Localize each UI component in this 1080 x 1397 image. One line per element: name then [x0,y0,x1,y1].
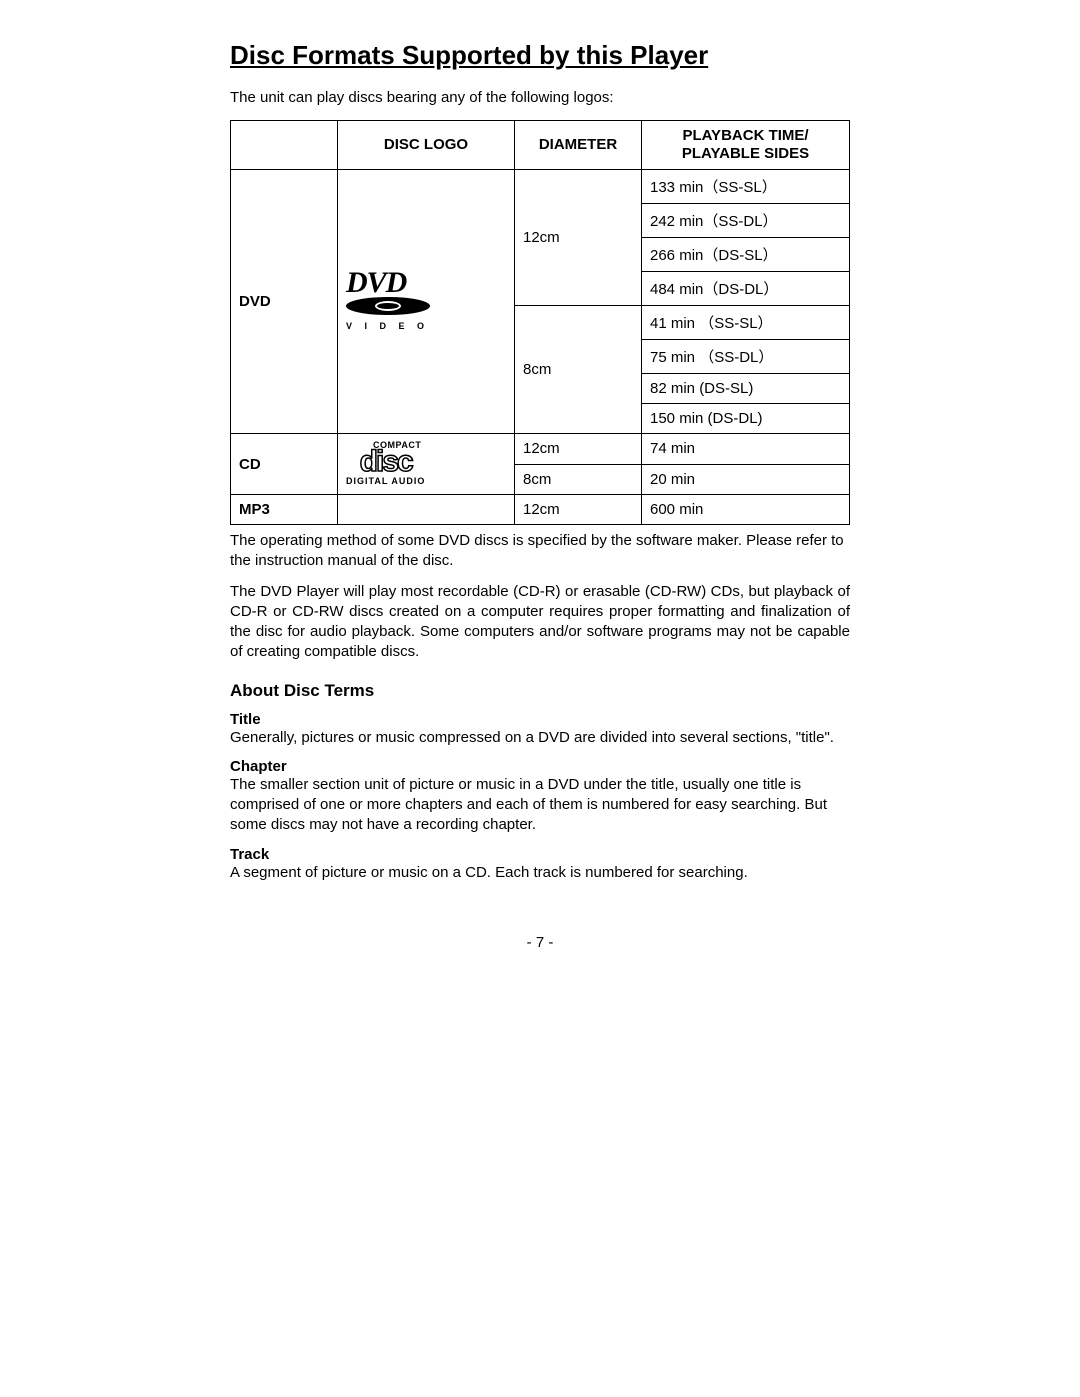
dvd-12cm-row-2: 266 min（DS-SL） [642,238,850,272]
cd-row-0-diameter: 12cm [515,434,642,465]
table-header-row: DISC LOGO DIAMETER PLAYBACK TIME/ PLAYAB… [231,121,850,170]
table-row: CD COMPACT disc DIGITAL AUDIO 12cm 74 mi… [231,434,850,465]
dvd-12cm-diameter: 12cm [515,170,642,306]
header-logo: DISC LOGO [338,121,515,170]
dvd-8cm-diameter: 8cm [515,306,642,434]
body-paragraphs: The operating method of some DVD discs i… [230,531,850,663]
page: Disc Formats Supported by this Player Th… [0,0,1080,1397]
cd-logo-bot: DIGITAL AUDIO [346,476,425,486]
term-chapter-text: The smaller section unit of picture or m… [230,775,850,836]
page-title: Disc Formats Supported by this Player [230,40,850,71]
term-title-label: Title [230,711,850,728]
cd-logo-cell: COMPACT disc DIGITAL AUDIO [338,434,515,495]
dvd-12cm-row-0: 133 min（SS-SL） [642,170,850,204]
header-playback: PLAYBACK TIME/ PLAYABLE SIDES [642,121,850,170]
cd-row-0-playback: 74 min [642,434,850,465]
cd-row-1-diameter: 8cm [515,464,642,495]
paragraph-2: The DVD Player will play most recordable… [230,582,850,663]
cd-logo-icon: COMPACT disc DIGITAL AUDIO [346,440,425,486]
dvd-8cm-row-3: 150 min (DS-DL) [642,404,850,434]
term-track-label: Track [230,846,850,863]
mp3-playback: 600 min [642,495,850,525]
paragraph-1: The operating method of some DVD discs i… [230,531,850,572]
term-track-text: A segment of picture or music on a CD. E… [230,863,850,883]
dvd-logo-cell: DVD V I D E O [338,170,515,434]
cd-label: CD [231,434,338,495]
dvd-logo-sub: V I D E O [346,321,430,331]
mp3-diameter: 12cm [515,495,642,525]
header-blank [231,121,338,170]
about-heading: About Disc Terms [230,681,850,701]
dvd-12cm-row-3: 484 min（DS-DL） [642,272,850,306]
dvd-12cm-row-1: 242 min（SS-DL） [642,204,850,238]
table-row: DVD DVD V I D E O 12cm 133 min（SS-SL） [231,170,850,204]
table-row: MP3 12cm 600 min [231,495,850,525]
mp3-label: MP3 [231,495,338,525]
cd-logo-mid: disc [346,450,425,474]
dvd-disc-icon [346,297,430,315]
dvd-logo-text: DVD [346,271,430,295]
page-number: - 7 - [0,934,1080,951]
dvd-8cm-row-1: 75 min （SS-DL） [642,340,850,374]
mp3-logo-cell [338,495,515,525]
dvd-logo-icon: DVD V I D E O [346,271,430,331]
disc-format-table: DISC LOGO DIAMETER PLAYBACK TIME/ PLAYAB… [230,120,850,525]
dvd-8cm-row-0: 41 min （SS-SL） [642,306,850,340]
header-diameter: DIAMETER [515,121,642,170]
cd-row-1-playback: 20 min [642,464,850,495]
dvd-8cm-row-2: 82 min (DS-SL) [642,374,850,404]
dvd-label: DVD [231,170,338,434]
intro-text: The unit can play discs bearing any of t… [230,89,850,106]
term-chapter-label: Chapter [230,758,850,775]
term-title-text: Generally, pictures or music compressed … [230,728,850,748]
